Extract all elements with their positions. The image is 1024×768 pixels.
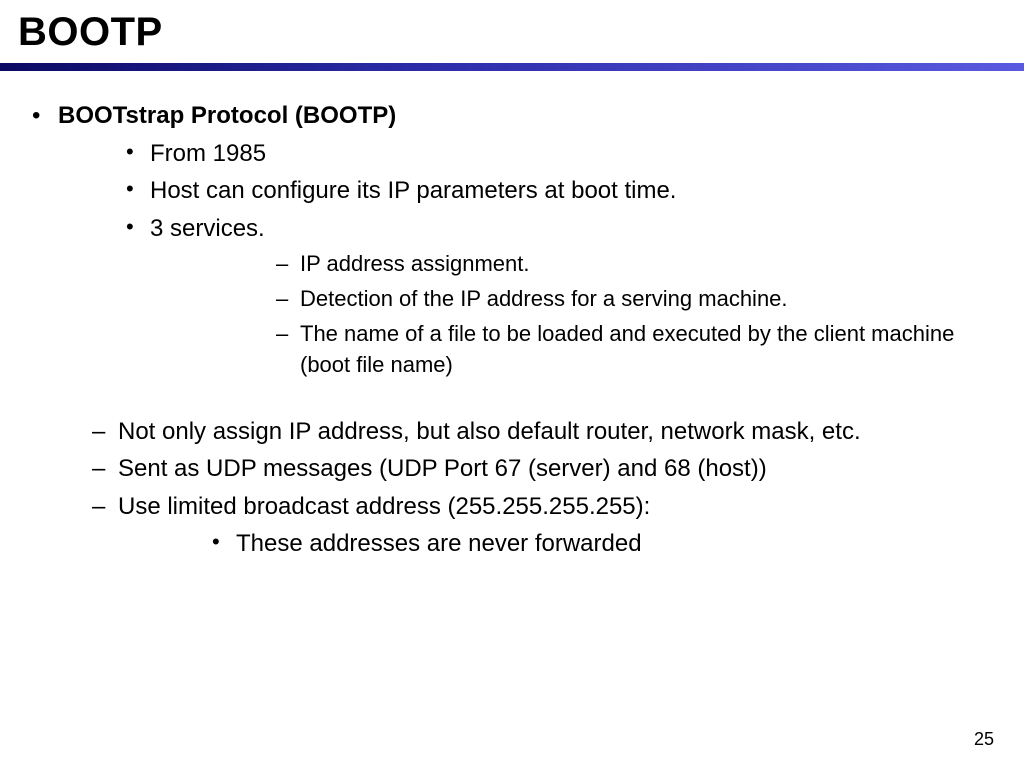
bullet-sub-b: Host can configure its IP parameters at …	[126, 174, 994, 212]
dash-3-sub: These addresses are never forwarded	[212, 527, 994, 565]
dash-3-text: Use limited broadcast address (255.255.2…	[118, 490, 650, 524]
service-2-text: Detection of the IP address for a servin…	[300, 284, 788, 315]
service-3: The name of a file to be loaded and exec…	[276, 319, 994, 385]
slide-content: BOOTstrap Protocol (BOOTP) From 1985 Hos…	[0, 71, 1024, 565]
dash-1: Not only assign IP address, but also def…	[92, 415, 994, 453]
spacer	[30, 385, 994, 415]
dash-3-sub-text: These addresses are never forwarded	[236, 527, 642, 561]
bullet-sub-a: From 1985	[126, 137, 994, 175]
bullet-heading-text: BOOTstrap Protocol (BOOTP)	[58, 99, 396, 133]
slide: BOOTP BOOTstrap Protocol (BOOTP) From 19…	[0, 0, 1024, 768]
page-number: 25	[974, 729, 994, 750]
service-1-text: IP address assignment.	[300, 249, 530, 280]
dash-2-text: Sent as UDP messages (UDP Port 67 (serve…	[118, 452, 767, 486]
title-divider	[0, 63, 1024, 71]
bullet-sub-c: 3 services. IP address assignment. Detec…	[126, 212, 994, 385]
dash-3: Use limited broadcast address (255.255.2…	[92, 490, 994, 565]
bullet-sub-b-text: Host can configure its IP parameters at …	[150, 174, 676, 208]
bullet-sub-a-text: From 1985	[150, 137, 266, 171]
slide-title: BOOTP	[0, 10, 1024, 63]
service-3-text: The name of a file to be loaded and exec…	[300, 319, 994, 381]
service-1: IP address assignment.	[276, 249, 994, 284]
service-2: Detection of the IP address for a servin…	[276, 284, 994, 319]
bullet-heading: BOOTstrap Protocol (BOOTP) From 1985 Hos…	[30, 99, 994, 565]
dash-2: Sent as UDP messages (UDP Port 67 (serve…	[92, 452, 994, 490]
dash-1-text: Not only assign IP address, but also def…	[118, 415, 861, 449]
bullet-sub-c-text: 3 services.	[150, 212, 265, 246]
